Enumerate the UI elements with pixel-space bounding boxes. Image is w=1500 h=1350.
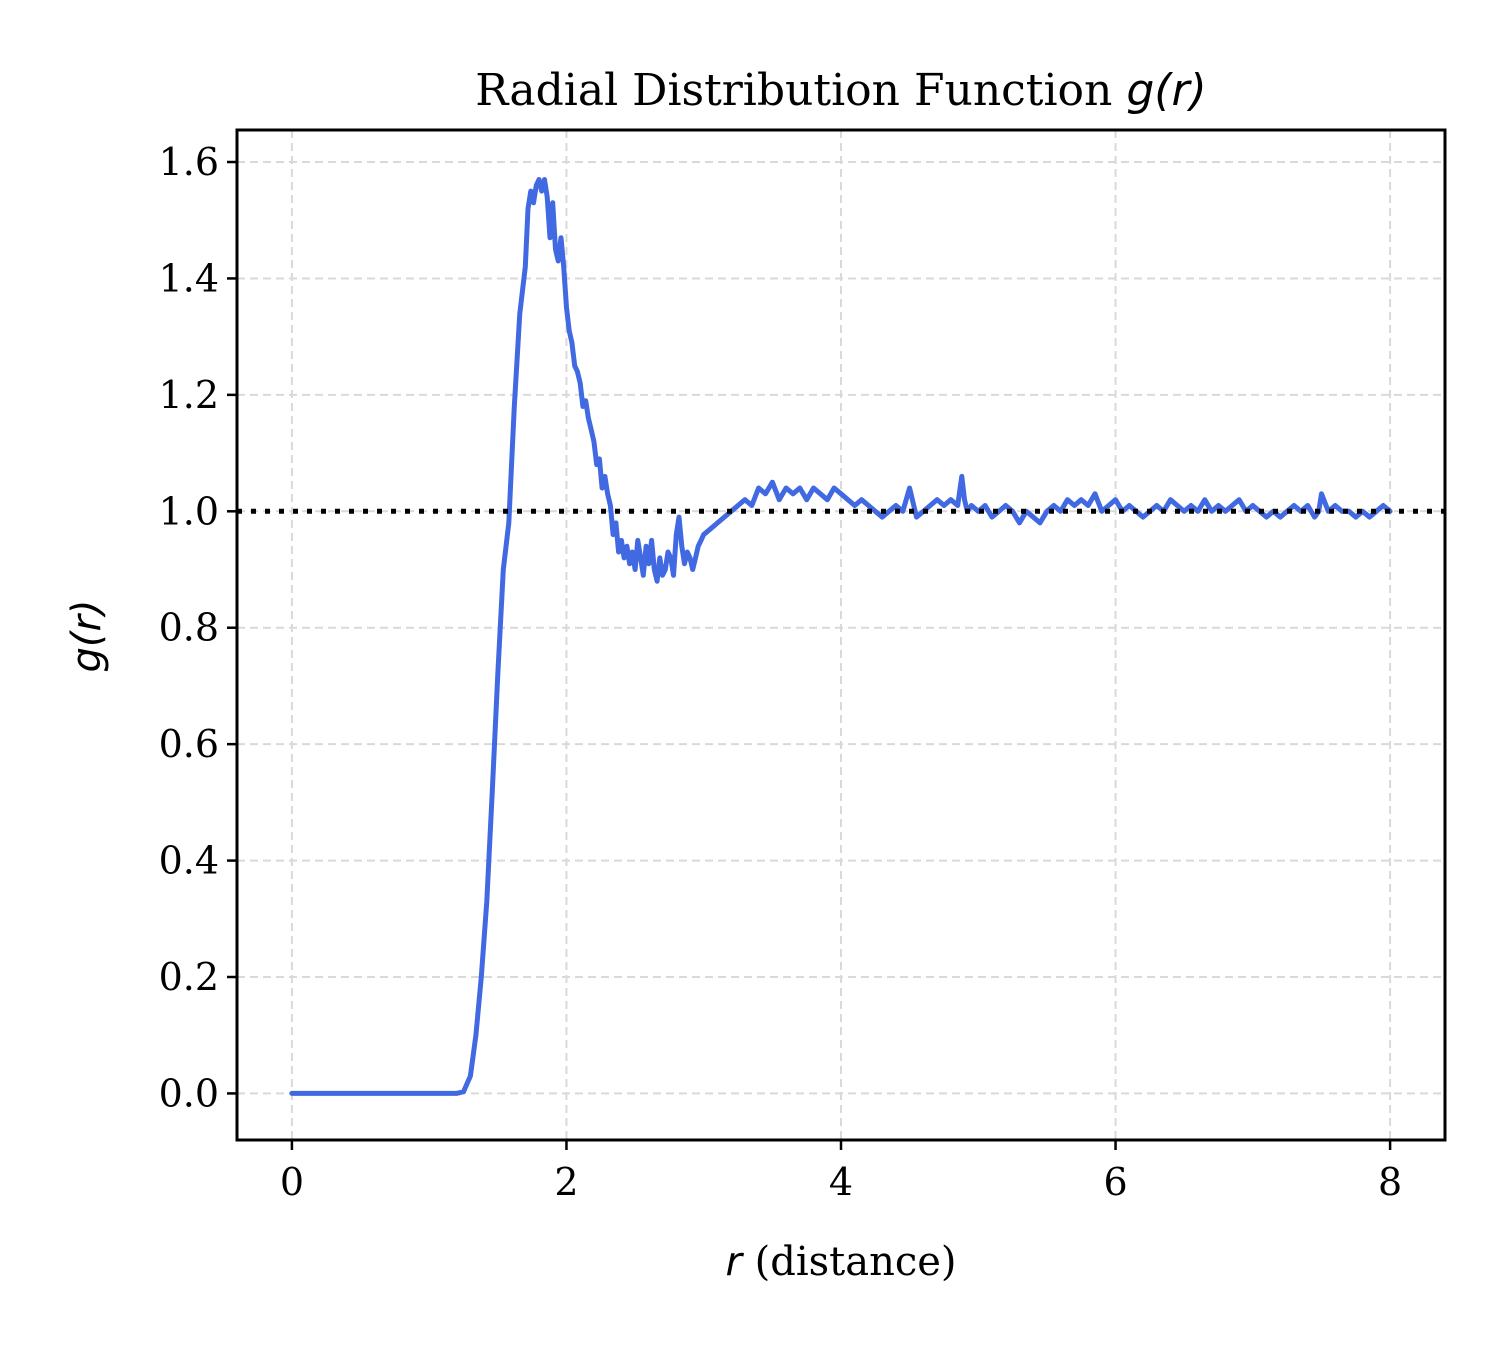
x-tick-label: 6 bbox=[1103, 1160, 1127, 1204]
x-tick-label: 8 bbox=[1378, 1160, 1402, 1204]
y-tick-label: 1.4 bbox=[159, 256, 219, 300]
rdf-line bbox=[289, 177, 1393, 1096]
y-tick-label: 1.6 bbox=[159, 140, 219, 184]
y-tick-label: 0.8 bbox=[159, 606, 219, 650]
y-tick-label: 0.0 bbox=[159, 1071, 219, 1115]
y-axis-ticks: 0.0 0.2 0.4 0.6 0.8 1.0 1.2 1.4 1.6 bbox=[159, 140, 237, 1115]
y-tick-label: 0.2 bbox=[159, 955, 219, 999]
y-tick-label: 0.6 bbox=[159, 722, 219, 766]
y-axis-label: g(r) bbox=[64, 599, 110, 672]
x-tick-label: 0 bbox=[280, 1160, 304, 1204]
y-tick-label: 1.2 bbox=[159, 373, 219, 417]
x-axis-label: r (distance) bbox=[725, 1239, 956, 1285]
y-tick-label: 0.4 bbox=[159, 839, 219, 883]
chart-title: Radial Distribution Function g(r) bbox=[475, 65, 1206, 116]
x-tick-label: 2 bbox=[554, 1160, 578, 1204]
x-tick-label: 4 bbox=[829, 1160, 853, 1204]
y-tick-label: 1.0 bbox=[159, 489, 219, 533]
x-axis-ticks: 0 2 4 6 8 bbox=[280, 1140, 1402, 1204]
series-group bbox=[289, 177, 1393, 1096]
